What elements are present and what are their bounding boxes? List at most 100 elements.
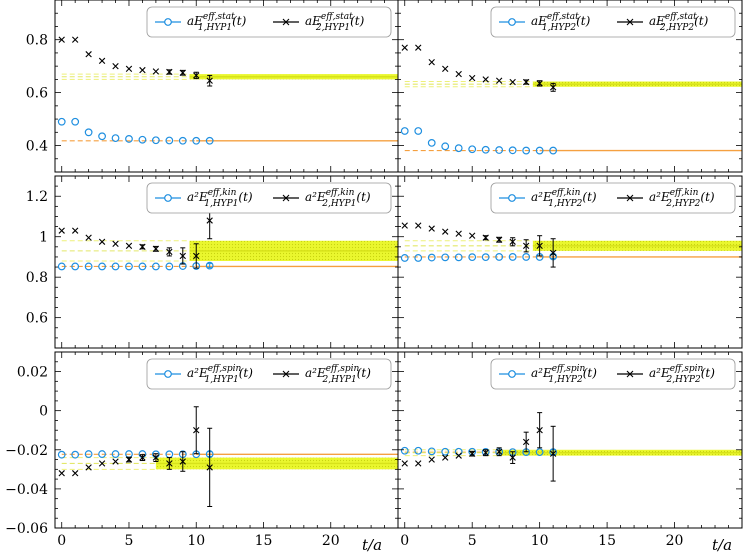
plot-layer: aEeff,stat 1,HYP1(t) aEeff,stat 2,HYP1(t) aE… (5, 0, 743, 549)
cross-stroke (442, 228, 449, 235)
data-point-circle (481, 253, 490, 262)
cross-stroke (442, 65, 449, 72)
y-tick-label: 0.02 (17, 365, 48, 381)
data-point-cross (166, 460, 173, 467)
cross-stroke (415, 460, 422, 467)
cross-stroke (442, 454, 449, 461)
cross-stroke (401, 222, 408, 229)
cross-stroke (112, 62, 119, 70)
panel-spin-1 (57, 406, 398, 507)
data-point-cross (442, 454, 449, 461)
data-point-cross (152, 454, 160, 461)
legend-label-1: aEeff,stat 1,HYP1(t) (187, 12, 247, 33)
data-point-cross (536, 427, 543, 434)
legend-marker-cross (282, 370, 290, 378)
cross-stroke (58, 470, 65, 477)
data-point-circle (192, 136, 201, 145)
x-tick-label: 20 (666, 533, 684, 549)
x-axis-label-right: t/a (712, 536, 732, 554)
data-point-cross (125, 456, 133, 463)
data-point-cross (112, 240, 119, 247)
data-point-cross (179, 252, 186, 260)
x-tick-label: 15 (598, 533, 616, 549)
data-point-circle (57, 262, 66, 271)
data-point-cross (509, 454, 516, 461)
cross-stroke (482, 234, 489, 241)
data-point-circle (151, 262, 160, 271)
cross-stroke (206, 217, 213, 224)
data-point-cross (112, 62, 119, 70)
cross-stroke (152, 454, 160, 461)
data-point-circle (535, 448, 544, 457)
data-point-cross (98, 238, 106, 245)
panel-stat-2 (400, 44, 742, 155)
data-point-cross (85, 464, 92, 471)
cross-stroke (522, 438, 530, 446)
data-point-cross (495, 77, 503, 84)
legend-stat-2: aEeff,stat 1,HYP2(t) aEeff,stat 2,HYP2(t) (490, 6, 736, 38)
legend-label-1: a²Eeff,kin 1,HYP1(t) (187, 188, 253, 209)
legend-marker-circle (508, 18, 516, 26)
data-point-circle (205, 261, 214, 270)
data-point-cross (125, 65, 133, 72)
data-point-circle (481, 145, 490, 154)
legend-box (146, 6, 392, 38)
x-tick-label: 5 (125, 533, 134, 549)
legend-label-2: a²Eeff,spin 2,HYP2(t) (649, 364, 715, 385)
data-point-cross (522, 438, 530, 446)
cross-stroke (206, 464, 213, 471)
data-point-cross (85, 234, 92, 241)
data-point-circle (414, 127, 423, 135)
data-point-circle (495, 253, 504, 261)
legend-marker-circle (164, 18, 172, 26)
data-point-cross (428, 225, 435, 232)
legend-label-2: aEeff,stat 2,HYP1(t) (305, 12, 365, 33)
data-point-cross (166, 248, 173, 256)
x-tick-label: 10 (531, 533, 549, 549)
x-tick-label: 20 (322, 533, 340, 549)
legend-marker-circle (508, 194, 516, 202)
cross-stroke (179, 252, 186, 260)
x-tick-label: 0 (57, 533, 66, 549)
data-point-circle (71, 262, 80, 271)
legend-marker-cross (282, 18, 290, 26)
cross-stroke (482, 76, 489, 83)
cross-stroke (415, 44, 422, 51)
cross-stroke (139, 454, 146, 461)
legend-label-2: a²Eeff,spin 2,HYP1(t) (305, 364, 371, 385)
data-point-circle (414, 446, 423, 455)
data-point-cross (415, 44, 422, 51)
cross-stroke (549, 450, 557, 457)
data-point-cross (428, 456, 435, 463)
cross-stroke (98, 460, 106, 467)
cross-stroke (179, 458, 186, 465)
data-point-cross (522, 78, 530, 86)
cross-stroke (85, 51, 92, 58)
legend-marker-circle (164, 194, 172, 202)
cross-stroke (549, 84, 557, 91)
data-point-cross (469, 450, 476, 457)
data-point-cross (58, 36, 65, 43)
data-point-circle (111, 134, 120, 143)
cross-stroke (469, 232, 476, 239)
data-point-cross (193, 72, 200, 79)
legend-label-1: aEeff,stat 1,HYP2(t) (531, 12, 591, 33)
data-point-cross (455, 70, 462, 78)
data-point-cross (85, 51, 92, 58)
data-point-cross (469, 232, 476, 239)
data-point-cross (522, 242, 530, 250)
cross-stroke (166, 248, 173, 256)
data-point-circle (441, 447, 450, 456)
data-point-cross (482, 449, 489, 456)
data-point-circle (98, 450, 106, 458)
data-point-cross (455, 452, 462, 459)
data-point-circle (468, 145, 477, 154)
data-point-cross (401, 44, 408, 51)
legend-box (146, 182, 392, 214)
cross-stroke (58, 36, 65, 43)
data-point-circle (178, 136, 187, 145)
panel-kin-1 (57, 201, 398, 271)
data-point-cross (206, 77, 213, 84)
data-point-circle (427, 447, 436, 456)
cross-stroke (522, 242, 530, 250)
